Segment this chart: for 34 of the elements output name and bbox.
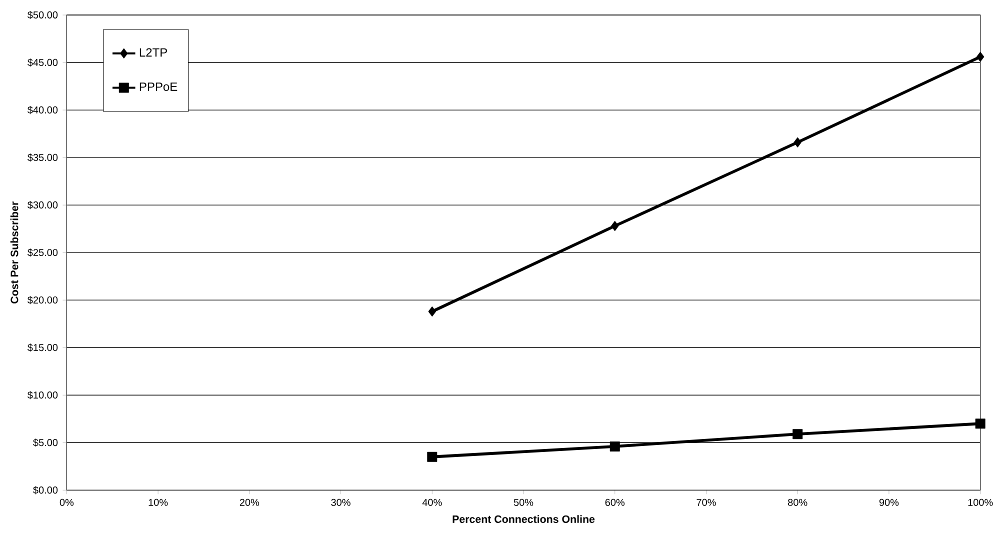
y-tick-label: $0.00 [33,486,58,494]
x-tick-label: 80% [788,498,808,506]
x-tick-label: 70% [696,498,716,506]
point [975,418,986,429]
y-tick-label: $25.00 [27,248,58,257]
legend-label: L2TP [140,48,168,56]
x-tick-label: 0% [60,498,74,506]
x-axis-title: Percent Connections Online [452,515,595,523]
x-tick-label: 20% [240,498,260,506]
y-tick-label: $45.00 [27,58,58,66]
x-tick-label: 40% [422,498,442,506]
x-tick-label: 30% [331,498,350,506]
point [976,52,984,62]
x-tick-label: 50% [514,498,534,506]
y-tick-label: $30.00 [27,200,58,210]
point [428,306,436,316]
y-tick-label: $15.00 [27,343,58,352]
x-tick-label: 60% [605,498,625,506]
y-tick-label: $5.00 [33,438,58,447]
y-tick-label: $20.00 [27,296,58,304]
y-tick-label: $10.00 [27,390,58,400]
point [794,137,802,148]
x-tick-label: 90% [879,498,899,506]
legend-label: PPPoE [140,82,178,91]
x-tick-label: 100% [968,498,993,506]
point [792,429,803,440]
y-tick-label: $35.00 [27,153,58,162]
point [427,452,438,462]
y-axis-title: Cost Per Subscriber [10,201,18,304]
y-tick-label: $50.00 [27,10,58,19]
y-tick-label: $40.00 [27,106,58,114]
x-tick-label: 10% [148,498,168,506]
point [611,220,619,231]
point [610,441,620,452]
